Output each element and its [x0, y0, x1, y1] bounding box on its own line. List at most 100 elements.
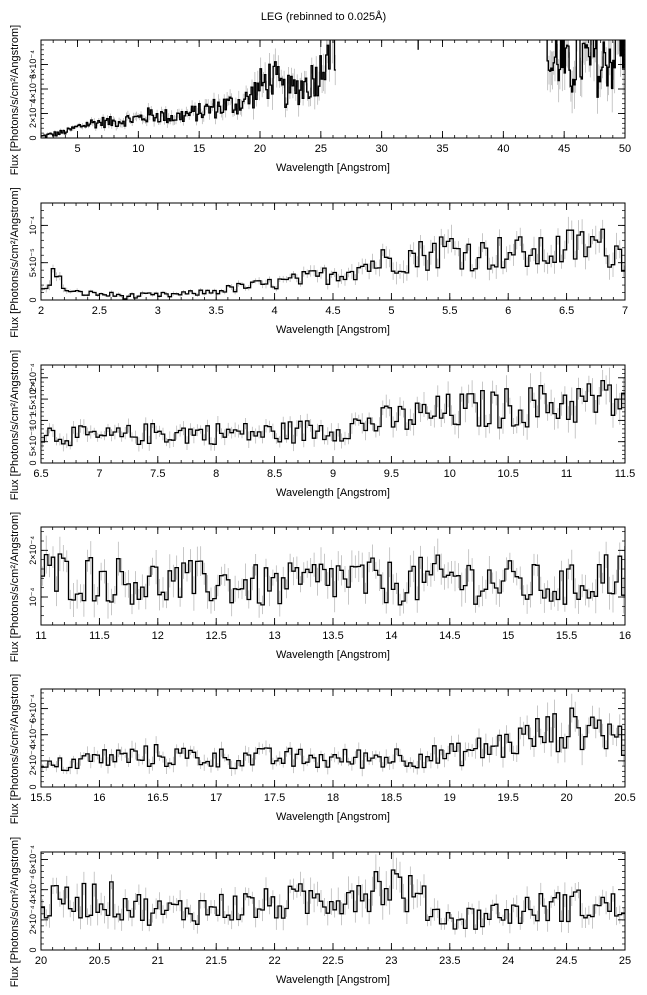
- x-tick-label: 6: [505, 305, 511, 317]
- y-tick-label: 2×10⁻⁴: [28, 99, 38, 128]
- x-tick-label: 45: [558, 143, 570, 155]
- y-tick-label: 5×10⁻⁵: [28, 248, 38, 277]
- x-tick-label: 5: [74, 143, 80, 155]
- x-tick-label: 16.5: [147, 792, 168, 804]
- spectrum-data-3: [41, 367, 625, 452]
- x-tick-label: 9.5: [384, 468, 399, 480]
- x-tick-label: 50: [619, 143, 631, 155]
- x-tick-label: 30: [376, 143, 388, 155]
- x-tick-label: 11.5: [89, 630, 110, 642]
- x-tick-label: 5.5: [442, 305, 457, 317]
- x-tick-label: 4.5: [325, 305, 340, 317]
- x-tick-label: 19: [444, 792, 456, 804]
- x-tick-label: 22: [268, 955, 280, 967]
- y-tick-label: 2×10⁻⁴: [28, 905, 38, 934]
- x-tick-label: 2: [38, 305, 44, 317]
- x-tick-label: 15: [502, 630, 514, 642]
- x-tick-label: 15: [193, 143, 205, 155]
- x-tick-label: 40: [497, 143, 509, 155]
- x-tick-label: 7: [96, 468, 102, 480]
- y-tick-label: 10⁻⁴: [28, 216, 38, 235]
- x-tick-label: 23: [385, 955, 397, 967]
- plot-frame: [40, 39, 626, 139]
- x-tick-label: 10.5: [497, 468, 518, 480]
- y-tick-label: 4×10⁻⁴: [28, 720, 38, 749]
- x-tick-label: 15.5: [30, 792, 51, 804]
- y-tick-label: 0: [28, 947, 38, 952]
- x-tick-label: 10: [444, 468, 456, 480]
- panel-4: 11 11.5 12 12.5 13 13.5 14 14.5 15 15.5 16 10⁻⁴ 2×10…: [9, 512, 631, 662]
- x-tick-label: 17: [210, 792, 222, 804]
- y-tick-label: 0: [28, 784, 38, 789]
- x-tick-label: 24: [502, 955, 514, 967]
- y-tick-label: 2×10⁻⁴: [28, 363, 38, 392]
- x-axis-label: Wavelength [Angstrom]: [276, 162, 390, 174]
- x-tick-label: 13: [268, 630, 280, 642]
- x-tick-label: 35: [436, 143, 448, 155]
- x-tick-label: 20: [35, 955, 47, 967]
- x-tick-label: 5: [388, 305, 394, 317]
- y-tick-label: 1.5×10⁻⁴: [28, 381, 38, 418]
- x-axis-label: Wavelength [Angstrom]: [276, 974, 390, 986]
- panel-3: 6.5 7 7.5 8 8.5 9 9.5 10 10.5 11 11.5 0 5×10⁻⁵10⁻⁴1.…: [9, 350, 635, 500]
- x-tick-label: 4: [272, 305, 278, 317]
- panel-5: 15.5 16 16.5 17 17.5 18 18.5 19 19.5 20 20.5 0 2×10⁻…: [9, 674, 636, 824]
- x-tick-label: 23.5: [439, 955, 460, 967]
- y-tick-label: 10⁻⁴: [28, 411, 38, 430]
- x-tick-label: 25: [315, 143, 327, 155]
- x-tick-label: 18: [327, 792, 339, 804]
- x-tick-label: 25: [619, 955, 631, 967]
- y-tick-label: 6×10⁻⁴: [28, 845, 38, 874]
- x-tick-label: 16: [619, 630, 631, 642]
- x-tick-label: 14.5: [439, 630, 460, 642]
- panel-1: 5 10 15 20 25 30 35 40 45 50 0 2×10⁻⁴4×10⁻⁴6×10⁻⁴ Wa…: [9, 25, 631, 175]
- x-tick-label: 8: [213, 468, 219, 480]
- y-axis-label: Flux [Photons/s/cm²/Angstrom]: [9, 350, 21, 500]
- x-axis-label: Wavelength [Angstrom]: [276, 487, 390, 499]
- x-tick-label: 22.5: [322, 955, 343, 967]
- y-tick-label: 2×10⁻⁴: [28, 536, 38, 565]
- spectrum-data-4: [41, 535, 625, 619]
- y-axis-label: Flux [Photons/s/cm²/Angstrom]: [9, 512, 21, 662]
- x-tick-label: 7.5: [150, 468, 165, 480]
- x-tick-label: 21.5: [205, 955, 226, 967]
- spectrum-data-5: [41, 693, 625, 777]
- x-axis-label: Wavelength [Angstrom]: [276, 324, 390, 336]
- x-tick-label: 3: [155, 305, 161, 317]
- x-tick-label: 7: [622, 305, 628, 317]
- spectrum-data-2: [41, 216, 625, 300]
- x-tick-label: 2.5: [92, 305, 107, 317]
- x-tick-label: 19.5: [497, 792, 518, 804]
- x-tick-label: 15.5: [556, 630, 577, 642]
- y-axis-label: Flux [Photons/s/cm²/Angstrom]: [9, 674, 21, 824]
- x-tick-label: 6.5: [33, 468, 48, 480]
- x-tick-label: 24.5: [556, 955, 577, 967]
- y-tick-label: 0: [28, 135, 38, 140]
- x-tick-label: 18.5: [381, 792, 402, 804]
- x-tick-label: 11: [561, 468, 572, 480]
- figure-title: LEG (rebinned to 0.025Å): [260, 11, 387, 23]
- y-tick-label: 4×10⁻⁴: [28, 74, 38, 103]
- y-axis-label: Flux [Photons/s/cm²/Angstrom]: [9, 187, 21, 337]
- x-tick-label: 20.5: [89, 955, 110, 967]
- x-tick-label: 6.5: [559, 305, 574, 317]
- x-tick-label: 12.5: [205, 630, 226, 642]
- plot-frame: [40, 202, 626, 301]
- panel-6: 20 20.5 21 21.5 22 22.5 23 23.5 24 24.5 25 0 2×10⁻⁴4…: [9, 837, 631, 987]
- x-tick-label: 13.5: [322, 630, 343, 642]
- y-axis-label: Flux [Photons/s/cm²/Angstrom]: [9, 25, 21, 175]
- x-tick-label: 21: [152, 955, 164, 967]
- y-tick-label: 6×10⁻⁴: [28, 50, 38, 79]
- x-axis-label: Wavelength [Angstrom]: [276, 811, 390, 823]
- y-tick-label: 10⁻⁴: [28, 588, 38, 607]
- x-tick-label: 20: [560, 792, 572, 804]
- x-tick-label: 11: [35, 630, 46, 642]
- x-tick-label: 16: [93, 792, 105, 804]
- spectrum-data-6: [41, 852, 625, 938]
- x-tick-label: 11.5: [615, 468, 636, 480]
- y-tick-label: 0: [28, 297, 38, 302]
- x-tick-label: 3.5: [209, 305, 224, 317]
- plot-frame: [40, 688, 626, 788]
- x-tick-label: 9: [330, 468, 336, 480]
